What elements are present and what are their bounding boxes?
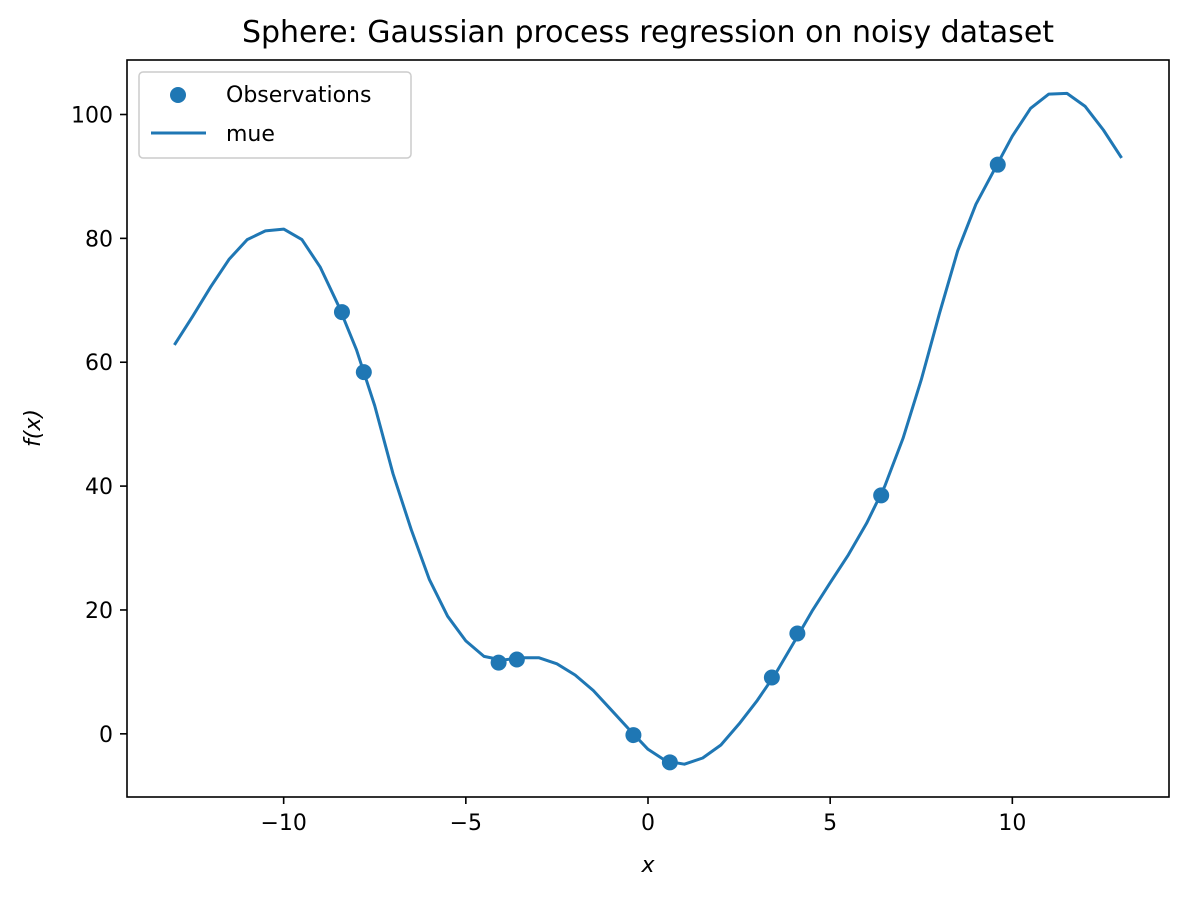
observation-point: [333, 304, 350, 321]
y-tick-label: 40: [85, 475, 113, 500]
x-tick-label: 0: [641, 811, 655, 836]
y-tick-label: 60: [85, 351, 113, 376]
observation-point: [989, 156, 1006, 173]
y-axis-ticks: 0 20 40 60 80 100: [71, 104, 127, 748]
observation-point: [661, 754, 678, 771]
x-axis-label: x: [640, 853, 655, 878]
observation-point: [490, 654, 507, 671]
x-axis-ticks: −10 −5 0 5 10: [260, 797, 1026, 836]
observation-point: [763, 669, 780, 686]
observation-point: [508, 651, 525, 668]
y-tick-label: 0: [99, 723, 113, 748]
axes-frame: [126, 59, 1170, 798]
y-tick-label: 100: [71, 104, 113, 129]
y-tick-label: 80: [85, 227, 113, 252]
x-tick-label: −5: [450, 811, 482, 836]
x-tick-label: −10: [260, 811, 306, 836]
y-axis-label: f(x): [21, 409, 46, 447]
series-layer: [173, 91, 1123, 771]
chart-title: Sphere: Gaussian process regression on n…: [242, 15, 1054, 50]
legend-label-observations: Observations: [226, 83, 371, 108]
legend-label-mue: mue: [226, 122, 275, 147]
observation-point: [355, 364, 372, 381]
series-line-mue: [173, 91, 1123, 766]
plot-area: −10 −5 0 5 10 0 20 40 60 80 100: [71, 59, 1170, 836]
observation-point: [873, 487, 890, 504]
legend-marker-observations: [170, 87, 186, 103]
legend-box: [138, 71, 412, 159]
x-tick-label: 5: [823, 811, 837, 836]
observation-point: [625, 727, 642, 744]
y-tick-label: 20: [85, 599, 113, 624]
x-tick-label: 10: [998, 811, 1026, 836]
legend: Observations mue: [138, 71, 412, 159]
observation-point: [789, 625, 806, 642]
